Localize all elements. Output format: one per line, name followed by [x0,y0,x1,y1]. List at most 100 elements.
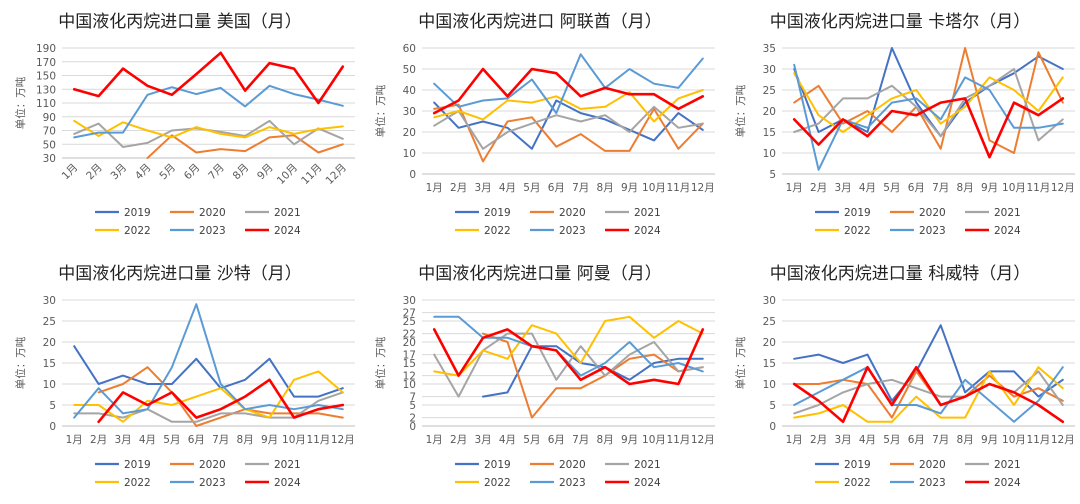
x-tick-label: 11月 [1026,434,1050,446]
chart-panel-4: 中国液化丙烷进口量 沙特（月） 单位：万吨 0 5 10 15 20 25 30 1月 2月 3月 4月… [14,264,355,489]
x-tick-label: 1月 [66,434,83,446]
legend-label-2023: 2023 [919,477,946,489]
legend-label-2021: 2021 [994,459,1021,471]
x-tick-label: 4月 [499,182,516,194]
series-line-2024 [792,97,1065,159]
x-tick-label: 12月 [691,182,715,194]
series-line-2023 [433,315,704,377]
y-tick-label: 30 [763,64,776,76]
series-line-2022 [73,370,344,423]
x-tick-label: 1月 [60,162,81,183]
legend-label-2020: 2020 [919,207,946,219]
legend-label-2021: 2021 [634,459,661,471]
y-tick-label: 10 [763,148,776,160]
y-tick-label: 30 [43,153,56,165]
x-tick-label: 5月 [883,182,900,194]
y-tick-label: 5 [769,400,776,412]
x-tick-label: 9月 [621,434,638,446]
x-tick-label: 7月 [572,182,589,194]
legend-label-2020: 2020 [559,207,586,219]
legend-label-2022: 2022 [124,477,151,489]
x-tick-label: 2月 [450,182,467,194]
y-tick-label: 25 [763,85,776,97]
series-line-2024 [432,67,705,115]
series-line-2021 [73,119,344,148]
y-axis-label: 单位：万吨 [734,84,747,137]
x-tick-label: 4月 [139,434,156,446]
series-line-2021 [73,391,344,423]
legend-label-2021: 2021 [994,207,1021,219]
series-line-2019 [793,324,1064,402]
legend-label-2024: 2024 [274,225,301,237]
y-tick-label: 2 [409,413,416,425]
x-tick-label: 9月 [621,182,638,194]
x-tick-label: 5月 [523,182,540,194]
x-tick-label: 10月 [1002,434,1026,446]
x-tick-label: 2月 [450,434,467,446]
legend-label-2019: 2019 [484,459,511,471]
y-tick-label: 50 [403,64,416,76]
x-tick-label: 10月 [1002,182,1026,194]
chart-title: 中国液化丙烷进口 阿联酋（月） [418,12,661,32]
legend-label-2020: 2020 [199,459,226,471]
y-tick-label: 7 [409,392,416,404]
y-tick-label: 50 [43,139,56,151]
x-tick-label: 4月 [133,162,154,183]
series-line-2023 [73,84,344,139]
series-line-2022 [433,315,704,377]
series-line-2020 [482,332,704,419]
y-tick-label: 10 [763,379,776,391]
chart-title: 中国液化丙烷进口量 沙特（月） [58,264,301,284]
x-tick-label: 9月 [261,434,278,446]
legend-label-2022: 2022 [844,477,871,489]
x-tick-label: 4月 [499,434,516,446]
y-tick-label: 0 [769,421,776,433]
y-tick-label: 15 [763,358,776,370]
legend-label-2022: 2022 [484,477,511,489]
x-tick-label: 8月 [957,434,974,446]
x-tick-label: 3月 [834,434,851,446]
y-tick-label: 22 [403,329,416,341]
x-tick-label: 6月 [908,434,925,446]
legend-label-2023: 2023 [199,225,226,237]
y-tick-label: 27 [403,308,416,320]
y-tick-label: 130 [36,84,56,96]
legend-label-2024: 2024 [634,477,661,489]
legend-label-2022: 2022 [844,225,871,237]
y-axis-label: 单位：万吨 [14,336,27,389]
x-tick-label: 3月 [834,182,851,194]
series-line-2023 [793,366,1064,423]
legend-label-2024: 2024 [274,477,301,489]
x-tick-label: 1月 [426,182,443,194]
y-tick-label: 20 [43,337,56,349]
y-tick-label: 70 [43,126,56,138]
x-tick-label: 12月 [1051,182,1075,194]
y-tick-label: 10 [403,148,416,160]
chart-title: 中国液化丙烷进口量 科威特（月） [770,264,1030,284]
legend-label-2023: 2023 [559,477,586,489]
y-tick-label: 110 [36,98,56,110]
y-axis-label: 单位：万吨 [14,76,27,129]
series-line-2021 [793,68,1064,142]
x-tick-label: 12月 [324,162,349,187]
x-tick-label: 8月 [597,182,614,194]
x-tick-label: 11月 [1026,182,1050,194]
y-tick-label: 15 [763,127,776,139]
x-tick-label: 5月 [163,434,180,446]
y-tick-label: 30 [403,295,416,307]
legend-label-2024: 2024 [994,477,1021,489]
y-axis-label: 单位：万吨 [374,336,387,389]
chart-title: 中国液化丙烷进口量 卡塔尔（月） [770,12,1030,32]
x-tick-label: 6月 [182,162,203,183]
chart-title: 中国液化丙烷进口量 阿曼（月） [418,264,661,284]
y-tick-label: 25 [763,316,776,328]
y-tick-label: 0 [49,421,56,433]
y-tick-label: 170 [36,57,56,69]
legend-label-2019: 2019 [844,459,871,471]
legend-label-2023: 2023 [559,225,586,237]
x-tick-label: 5月 [157,162,178,183]
series-line-2022 [73,119,344,139]
y-tick-label: 5 [409,400,416,412]
x-tick-label: 11月 [299,162,324,187]
